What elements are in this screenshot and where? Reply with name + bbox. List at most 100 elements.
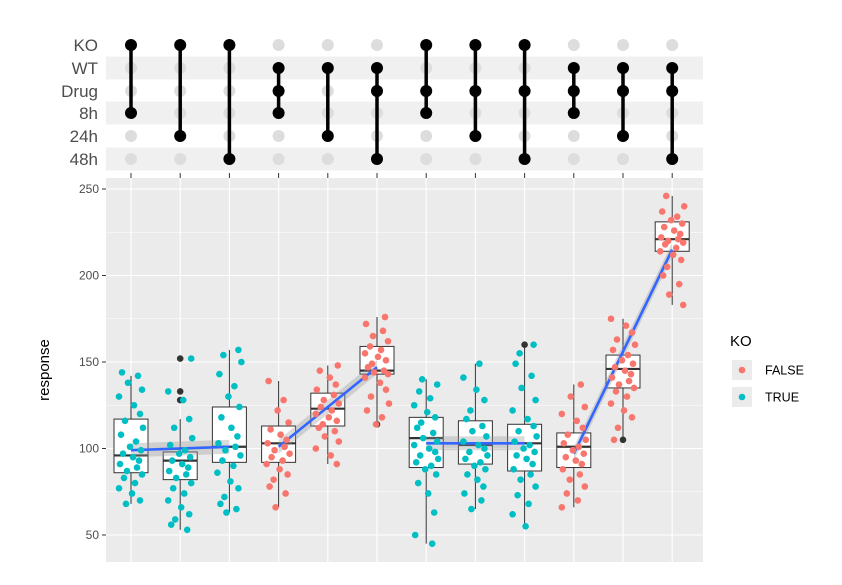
data-point [527,471,534,478]
data-point [530,341,537,349]
data-point [657,234,665,241]
data-point [219,457,226,464]
data-point [227,478,234,485]
data-point [136,497,144,504]
data-point [320,396,328,404]
data-point [382,386,390,393]
data-point [115,484,123,492]
data-point [431,414,439,421]
active-dot [469,85,482,97]
data-point [263,460,270,468]
data-point [476,360,483,368]
data-point [581,403,589,411]
active-dot [617,130,629,142]
data-point [661,241,669,248]
data-point [321,433,329,440]
legend-title: KO [730,333,752,350]
data-point [120,474,128,482]
active-dot [272,85,285,97]
data-point [567,393,575,400]
data-point [509,407,516,414]
data-point [234,433,241,440]
inactive-dot [321,153,334,165]
data-point [509,510,516,518]
data-point [628,414,636,421]
data-point [221,493,228,501]
data-point [572,457,580,464]
data-point [411,531,419,539]
data-point [673,213,681,220]
data-point [330,391,338,399]
data-point [231,382,238,390]
data-point [464,471,471,478]
data-point [284,471,291,478]
data-point [429,429,437,437]
active-dot [125,107,137,119]
active-dot [518,39,531,51]
data-point [170,424,178,432]
inactive-dot [666,39,679,51]
data-point [512,360,519,368]
data-point [532,396,539,404]
active-dot [469,39,482,51]
active-dot [223,39,236,51]
data-point [528,372,535,380]
data-point [122,500,130,508]
data-point [467,407,474,414]
data-point [421,465,429,473]
data-point [474,476,481,483]
data-point [481,396,488,404]
data-point [233,505,240,513]
data-point [223,509,230,516]
data-point [417,419,425,426]
data-point [180,490,188,497]
data-point [463,415,470,423]
inactive-dot [174,153,187,165]
y-axis: 50 100 150 200 250 [79,182,106,542]
data-point [574,497,582,504]
y-tick-label: 50 [86,528,100,542]
set-label-48h: 48h [70,150,98,169]
data-point [185,415,193,423]
legend: KO FALSE TRUE [730,333,804,407]
data-point [378,414,386,421]
data-point [479,422,486,430]
trend-lines [130,242,674,461]
data-point [613,336,621,343]
trend-line [572,248,674,455]
data-point [332,381,340,388]
data-point [264,440,271,447]
data-point [578,460,586,468]
data-point [624,351,632,359]
data-point [419,434,427,442]
active-dot [223,153,236,165]
data-point [559,465,567,473]
data-point [126,443,134,451]
data-point [331,427,339,435]
active-dot [567,107,580,119]
data-point [433,381,441,388]
y-tick-label: 250 [79,182,99,196]
data-point [532,483,539,490]
data-point [178,460,186,468]
active-dot [371,62,383,74]
data-point [372,420,380,428]
data-point [280,396,287,404]
active-dot [666,62,679,74]
outlier-point [176,388,184,395]
data-point [560,440,568,447]
data-point [116,460,124,468]
matrix-stripe [106,56,703,80]
inactive-dot [125,153,137,165]
data-point [580,450,588,457]
data-point [511,438,518,445]
data-point [674,235,682,243]
data-point [523,455,530,463]
data-point [663,263,671,271]
data-point [326,374,334,381]
active-dot [518,85,531,97]
data-point [276,465,283,473]
data-point [136,410,144,418]
data-point [315,424,323,432]
data-point [265,377,272,385]
